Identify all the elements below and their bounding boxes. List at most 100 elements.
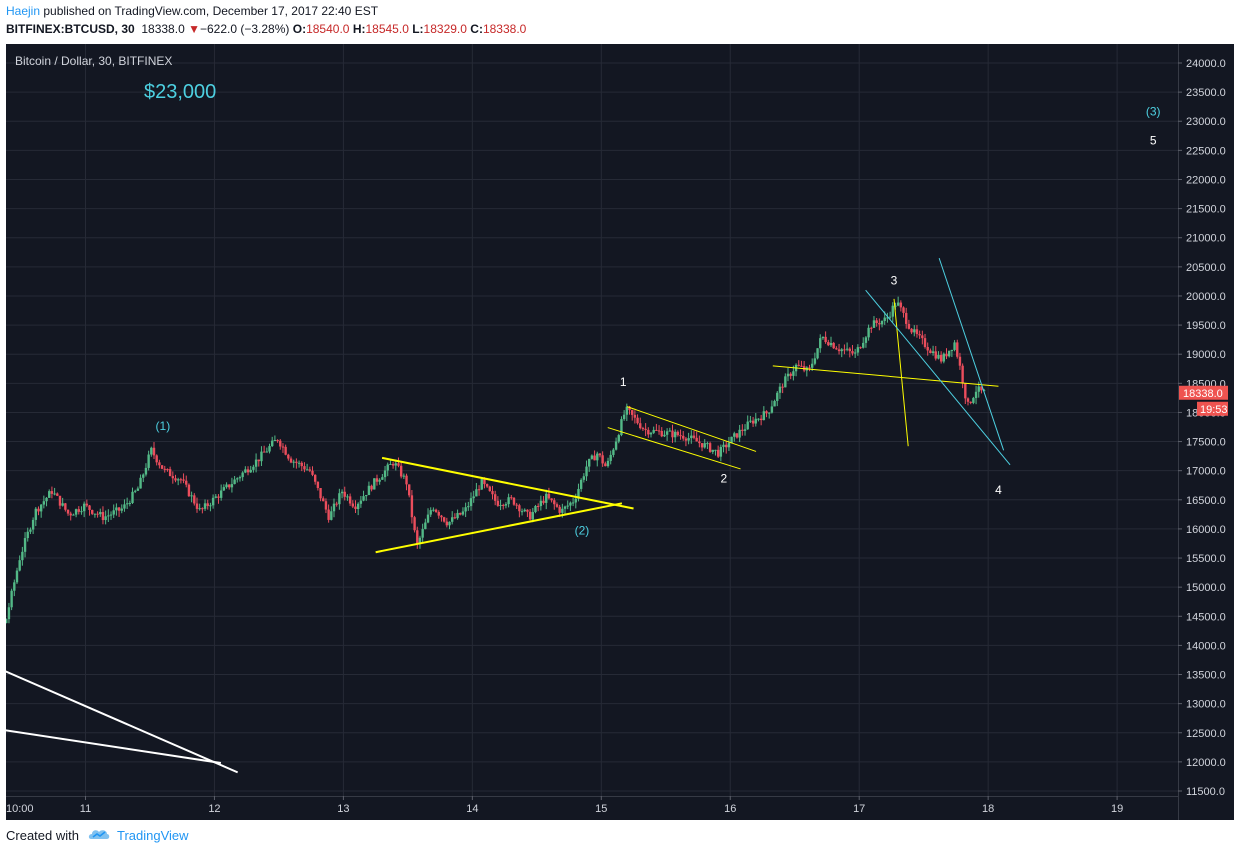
tradingview-link[interactable]: TradingView (117, 828, 189, 843)
candle-body (700, 443, 704, 448)
candle-body (523, 509, 526, 512)
candle-body (816, 348, 819, 359)
price-tick-label: 17000.0 (1186, 466, 1226, 478)
candle-body (773, 400, 776, 407)
candle-body (31, 519, 35, 530)
candle-body (93, 513, 97, 515)
candle-body (878, 323, 881, 325)
candle-body (21, 551, 24, 561)
candle-body (859, 347, 862, 349)
candle-body (289, 458, 293, 463)
candle-body (319, 487, 322, 499)
candle-body (359, 500, 363, 504)
candle-body (271, 440, 274, 447)
footer: Created with TradingView (0, 820, 1239, 853)
candle-body (7, 607, 11, 620)
candle-body (703, 443, 706, 448)
candle-body (416, 530, 419, 544)
chart-area[interactable]: (1) (2) (3) 1 2 3 4 5 24000.0 23500.0 23000.0 2250… (0, 44, 1234, 820)
candle-body (397, 463, 400, 466)
candle-body (582, 476, 586, 480)
wave-label: (2) (575, 524, 590, 538)
candle-body (636, 417, 639, 424)
candle-body (663, 434, 666, 437)
candle-body (174, 478, 177, 481)
candle-body (569, 502, 572, 506)
candle-body (606, 460, 610, 467)
candle-body (579, 479, 583, 489)
candle-body (158, 462, 161, 466)
candle-body (620, 419, 623, 436)
time-tick-label: 11 (80, 803, 91, 815)
candle-body (34, 508, 38, 520)
candle-body (913, 329, 916, 333)
candle-body (254, 459, 258, 467)
wave-label: 2 (720, 471, 727, 485)
candle-body (348, 496, 352, 504)
candle-body (233, 479, 236, 485)
candle-body (819, 338, 822, 349)
tradingview-cloud-icon[interactable] (88, 826, 110, 842)
candle-body (555, 504, 559, 507)
candles-layer (0, 296, 986, 625)
candle-body (921, 335, 924, 339)
candle-body (338, 493, 341, 505)
candle-body (735, 433, 739, 438)
candle-body (598, 453, 602, 456)
candle-body (810, 363, 814, 368)
candle-body (236, 478, 239, 480)
candle-body (408, 484, 411, 496)
candle-body (85, 503, 89, 506)
candle-body (574, 498, 577, 503)
price-tick-label: 19500.0 (1186, 320, 1226, 332)
trendline (865, 289, 1011, 466)
candle-body (853, 352, 857, 354)
candle-body (974, 391, 978, 399)
candle-body (781, 386, 784, 388)
candle-body (217, 496, 220, 498)
candle-body (5, 619, 8, 624)
candle-body (485, 484, 489, 487)
candle-body (856, 347, 860, 353)
candle-body (714, 449, 717, 451)
candle-body (182, 479, 185, 481)
candle-body (29, 529, 32, 532)
price-tick-label: 14500.0 (1186, 611, 1226, 623)
trendline (0, 667, 239, 774)
candle-body (665, 431, 669, 435)
candle-body (257, 459, 260, 462)
candle-body (571, 502, 575, 504)
candle-body (260, 451, 263, 462)
price-tick-label: 12000.0 (1186, 757, 1226, 769)
candle-body (875, 320, 878, 324)
candle-body (711, 449, 714, 452)
candle-body (969, 401, 972, 403)
candle-body (335, 503, 338, 505)
candle-body (776, 392, 779, 401)
candle-body (843, 349, 846, 351)
candle-body (125, 503, 129, 505)
candle-body (593, 455, 596, 461)
candle-body (821, 336, 825, 339)
trendline (938, 257, 1005, 451)
candle-body (915, 329, 919, 335)
current-price-label: 18338.0 (1183, 388, 1223, 400)
candle-body (655, 429, 658, 431)
candle-body (195, 503, 199, 509)
candle-body (279, 440, 282, 447)
candle-body (671, 430, 674, 438)
candle-body (899, 302, 903, 308)
author-link[interactable]: Haejin (6, 4, 41, 18)
candle-body (144, 467, 148, 475)
candle-body (37, 508, 40, 512)
candle-body (327, 509, 330, 520)
candle-body (488, 486, 492, 492)
candle-body (297, 462, 301, 464)
current-price-marker: 18338.0 19:53 (1179, 385, 1228, 416)
candle-body (96, 513, 99, 515)
candle-body (604, 463, 607, 467)
candle-body (155, 455, 158, 463)
candle-body (588, 458, 591, 467)
time-tick-label: 12 (208, 803, 220, 815)
